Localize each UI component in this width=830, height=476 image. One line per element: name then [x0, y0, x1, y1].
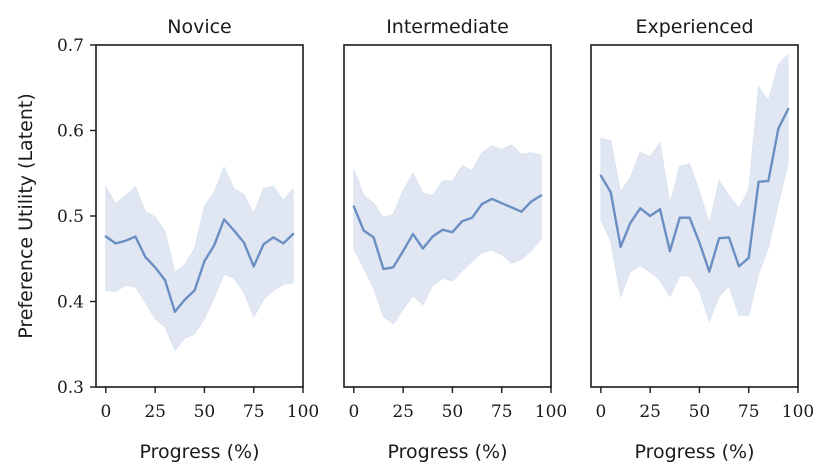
x-tick-label: 75	[243, 402, 265, 422]
data-point	[698, 241, 701, 244]
y-tick-label: 0.5	[57, 207, 84, 227]
data-point	[757, 180, 760, 183]
x-axis-label: Progress (%)	[634, 441, 754, 463]
data-point	[114, 242, 117, 245]
data-point	[629, 221, 632, 224]
data-point	[718, 237, 721, 240]
y-axis-label: Preference Utility (Latent)	[15, 93, 37, 339]
confidence-band	[105, 166, 294, 352]
x-tick-label: 100	[287, 402, 319, 422]
series-line	[104, 218, 295, 313]
data-point	[688, 216, 691, 219]
data-point	[649, 214, 652, 218]
data-point	[372, 236, 375, 239]
data-point	[619, 245, 622, 248]
x-tick-label: 50	[689, 402, 711, 422]
x-tick-label: 0	[595, 402, 606, 422]
data-point	[500, 202, 503, 205]
data-point	[134, 235, 137, 238]
data-point	[668, 250, 672, 253]
data-point	[520, 210, 523, 213]
data-point	[144, 255, 147, 259]
data-point	[411, 232, 415, 236]
x-tick-label: 50	[442, 402, 464, 422]
chart-panel-2: Intermediate 0 25 50 75 100 Progress (%)	[343, 16, 567, 463]
data-point	[402, 250, 405, 253]
data-point	[193, 289, 196, 292]
data-point	[767, 179, 770, 182]
data-point	[232, 229, 236, 232]
data-point	[183, 298, 186, 301]
data-point	[510, 206, 513, 209]
x-tick-label: 25	[392, 402, 414, 422]
data-point	[242, 241, 245, 244]
data-point	[727, 236, 731, 239]
x-tick-label: 0	[100, 402, 111, 422]
x-tick-label: 75	[738, 402, 760, 422]
data-point	[787, 108, 790, 111]
x-tick-label: 75	[491, 402, 513, 422]
panel-title: Experienced	[635, 16, 753, 38]
data-point	[213, 244, 216, 247]
data-point	[173, 310, 176, 313]
confidence-band	[353, 144, 542, 325]
x-axis-label: Progress (%)	[139, 441, 259, 463]
data-point	[223, 218, 226, 221]
confidence-band	[600, 53, 789, 323]
data-point	[540, 194, 543, 197]
data-point	[272, 236, 275, 239]
data-point	[658, 208, 662, 211]
y-tick-label: 0.6	[57, 122, 84, 142]
data-point	[639, 207, 642, 210]
data-point	[708, 270, 711, 273]
data-point	[382, 267, 385, 271]
y-tick-label: 0.4	[57, 293, 84, 313]
panel-title: Intermediate	[386, 16, 509, 38]
x-tick-label: 50	[194, 402, 216, 422]
data-point	[441, 228, 444, 231]
chart-panel-3: Experienced 0 25 50 75 100 Progress (%)	[590, 16, 814, 463]
series-line	[352, 194, 543, 271]
y-tick-label: 0.7	[57, 36, 84, 56]
data-point	[737, 265, 741, 268]
series-line	[599, 107, 790, 273]
data-point	[678, 216, 681, 219]
y-tick-label: 0.3	[57, 378, 84, 398]
data-point	[163, 279, 167, 282]
chart-panel-1: Novice 0 25 50 75 100 Progress (%) 0.3 0.4 0.5 0.6…	[15, 16, 319, 463]
data-point	[262, 243, 265, 246]
data-point	[480, 202, 484, 206]
data-point	[203, 260, 206, 263]
data-point	[530, 200, 533, 203]
data-point	[777, 127, 780, 130]
data-point	[282, 242, 285, 245]
data-point	[124, 239, 127, 242]
x-tick-label: 100	[782, 402, 814, 422]
data-point	[609, 191, 612, 194]
plot-frame	[590, 44, 799, 388]
data-point	[431, 235, 434, 238]
data-point	[461, 220, 464, 223]
panel-title: Novice	[167, 16, 232, 38]
x-tick-label: 100	[535, 402, 567, 422]
data-point	[490, 197, 493, 200]
x-axis-label: Progress (%)	[387, 441, 507, 463]
x-tick-label: 0	[348, 402, 359, 422]
data-point	[421, 247, 424, 250]
data-point	[292, 232, 295, 236]
x-tick-label: 25	[144, 402, 166, 422]
data-point	[154, 266, 157, 269]
x-tick-label: 25	[639, 402, 661, 422]
data-point	[451, 231, 454, 234]
data-point	[252, 265, 255, 268]
data-point	[747, 256, 750, 259]
data-point	[471, 216, 474, 219]
plot-frame	[343, 44, 552, 388]
data-point	[599, 174, 603, 177]
data-point	[104, 235, 107, 238]
data-point	[392, 266, 395, 269]
data-point	[352, 205, 355, 208]
data-point	[362, 229, 365, 232]
